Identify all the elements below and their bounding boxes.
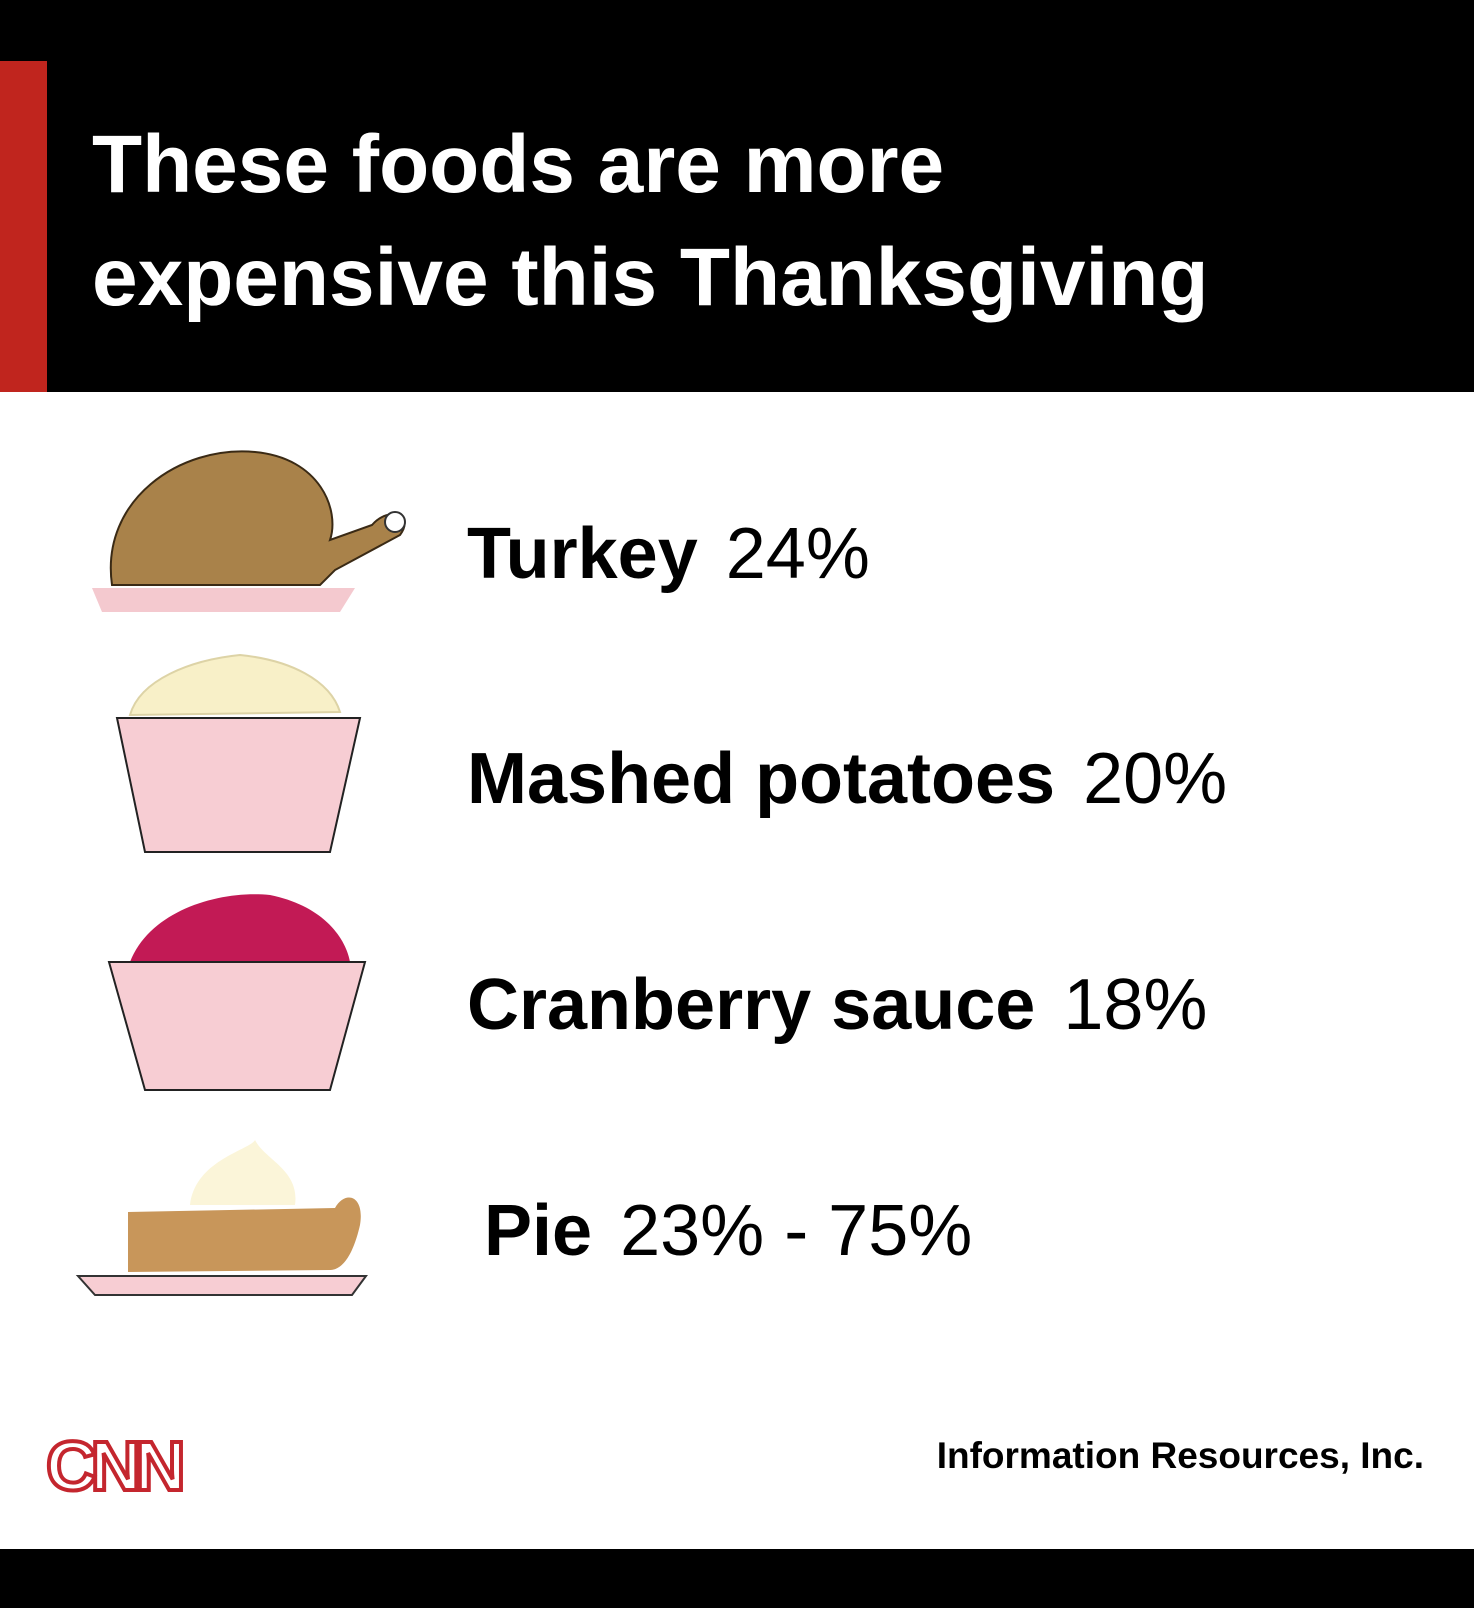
- title-line: expensive this Thanksgiving: [92, 232, 1208, 323]
- pie-icon: [75, 1140, 368, 1296]
- red-accent: [0, 61, 47, 392]
- item-change: 24%: [726, 514, 870, 594]
- item-row: Cranberry sauce 18%: [467, 965, 1207, 1045]
- header-band: [0, 0, 1474, 392]
- title-line: These foods are more: [92, 119, 944, 210]
- item-row: Pie 23% - 75%: [484, 1191, 972, 1271]
- item-change: 18%: [1063, 965, 1207, 1045]
- footer-band: [0, 1549, 1474, 1608]
- turkey-icon: [92, 450, 406, 612]
- cranberry-icon: [107, 894, 367, 1091]
- item-row: Mashed potatoes 20%: [467, 739, 1227, 819]
- source: Information Resources, Inc.: [937, 1435, 1424, 1476]
- item-name: Cranberry sauce: [467, 965, 1035, 1045]
- item-name: Pie: [484, 1191, 592, 1271]
- item-row: Turkey 24%: [467, 514, 870, 594]
- potatoes-icon: [115, 653, 362, 853]
- item-name: Mashed potatoes: [467, 739, 1055, 819]
- item-change: 23% - 75%: [620, 1191, 972, 1271]
- item-change: 20%: [1083, 739, 1227, 819]
- logo: CNN: [46, 1427, 181, 1505]
- item-name: Turkey: [467, 514, 698, 594]
